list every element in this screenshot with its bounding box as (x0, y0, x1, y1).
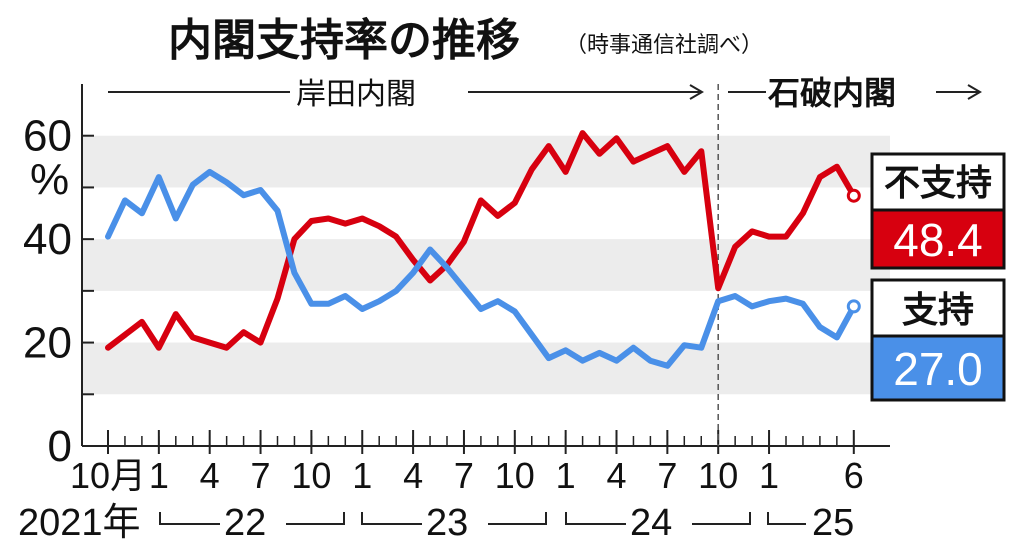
grid-band (82, 342, 890, 395)
end-point-approve (846, 299, 861, 314)
legend-label-approve: 支持 (902, 290, 974, 331)
y-tick-label: 60 (23, 112, 72, 161)
series-line-approve (105, 168, 857, 369)
year-label-2024: 24 (630, 502, 672, 544)
x-tick-label: 10 (698, 455, 738, 496)
grid-bands (82, 135, 890, 395)
x-tick-label: 10月 (70, 455, 146, 496)
year-label-2022: 22 (224, 502, 266, 544)
x-tick-label: 4 (606, 455, 626, 496)
y-axis-unit: % (30, 155, 69, 204)
legend-approve: 支持 27.0 (870, 278, 1006, 402)
y-axis-ticks: 0 20 40 60 (23, 112, 94, 471)
legend-label-disapprove: 不支持 (884, 163, 992, 204)
x-tick-label: 10 (495, 455, 535, 496)
series-line-disapprove (105, 130, 857, 351)
era-label-kishida: 岸田内閣 (296, 77, 416, 112)
year-axis: 2021年 22 23 24 25 (18, 500, 866, 544)
source-note: （時事通信社調べ） (565, 33, 763, 58)
x-tick-label: 1 (759, 455, 779, 496)
era-label-ishiba: 石破内閣 (767, 74, 896, 112)
era-annotation-kishida: 岸田内閣 (108, 77, 704, 112)
year-label-2025: 25 (812, 502, 854, 544)
x-tick-label: 6 (844, 455, 864, 496)
year-label-2021: 2021年 (18, 502, 141, 544)
end-point-disapprove (846, 188, 861, 203)
x-tick-label: 7 (251, 455, 271, 496)
x-tick-label: 4 (200, 455, 220, 496)
y-tick-label: 20 (23, 319, 72, 368)
x-tick-label: 1 (556, 455, 576, 496)
y-tick-label: 40 (23, 215, 72, 264)
x-tick-label: 7 (454, 455, 474, 496)
x-tick-label: 10 (291, 455, 331, 496)
x-tick-label: 7 (657, 455, 677, 496)
legend-value-approve: 27.0 (893, 343, 983, 395)
legend-disapprove: 不支持 48.4 (870, 152, 1006, 270)
legend-value-disapprove: 48.4 (893, 214, 983, 266)
series-lines (105, 130, 861, 369)
era-annotation-ishiba: 石破内閣 (728, 74, 982, 112)
x-axis-ticks: 10月 1 4 7 10 1 4 7 10 1 4 7 10 1 6 (70, 430, 864, 496)
year-label-2023: 23 (426, 502, 468, 544)
grid-band (82, 239, 890, 291)
y-tick-label: 0 (48, 422, 72, 471)
chart-title: 内閣支持率の推移 (168, 15, 520, 66)
x-tick-label: 1 (149, 455, 169, 496)
x-tick-label: 4 (403, 455, 423, 496)
x-tick-label: 1 (352, 455, 372, 496)
